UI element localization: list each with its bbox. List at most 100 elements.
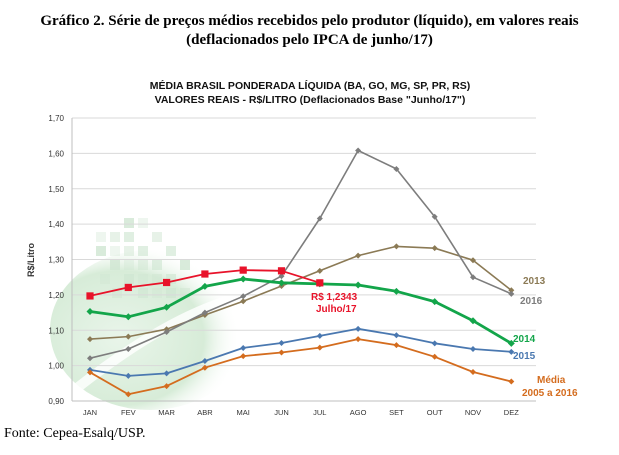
data-point [124,283,132,292]
data-point [240,353,247,360]
data-point [316,344,323,351]
x-tick-label: DEZ [504,408,519,417]
y-tick-label: 1,70 [48,114,64,123]
data-point [277,267,286,275]
data-point [431,353,438,360]
pixel-square [124,218,134,228]
y-tick-label: 1,60 [48,149,64,158]
latest-value-annotation: R$ 1,2343 Julho/17 [311,292,358,315]
data-point [431,298,439,306]
data-point [240,293,247,300]
data-point [163,370,170,377]
y-tick-label: 1,00 [48,362,64,371]
y-tick-label: 0,90 [48,397,64,406]
axes: 0,90 1,00 1,10 1,20 1,30 1,40 1,50 1,60 1,70 JAN F… [48,114,536,417]
figure-heading: Gráfico 2. Série de preços médios recebi… [0,12,619,50]
data-point [201,364,208,371]
data-point [125,333,132,340]
annotation-value: R$ 1,2343 [311,292,358,303]
label-2015: 2015 [513,351,536,362]
data-point [355,147,362,154]
label-media-line1: Média [537,375,566,386]
data-point [125,391,132,398]
pixel-square [180,260,190,270]
x-tick-label: MAI [237,408,250,417]
data-point [278,349,285,356]
data-point [239,275,247,283]
label-2013: 2013 [523,276,546,287]
label-media-line2: 2005 a 2016 [522,388,578,399]
data-point [355,252,362,259]
y-tick-label: 1,30 [48,256,64,265]
data-point [316,332,323,339]
data-point [86,292,94,300]
chart-subtitle: VALORES REAIS - R$/LITRO (Deflacionados … [155,94,466,106]
pixel-square [180,288,190,298]
chart-title: MÉDIA BRASIL PONDERADA LÍQUIDA (BA, GO, … [150,79,470,92]
data-point [125,345,132,352]
pixel-square [152,274,162,284]
data-point [239,266,247,274]
pixel-square [138,260,148,270]
annotation-month: Julho/17 [316,304,357,315]
pixel-square [112,288,122,298]
pixel-square [110,246,120,256]
figure-heading-line1: Gráfico 2. Série de preços médios recebi… [40,13,579,29]
pixel-square [96,246,106,256]
data-point [508,378,515,385]
y-axis-label: R$/Litro [26,243,36,278]
series-lines [86,147,515,398]
pixel-square [138,288,148,298]
data-point [316,267,323,274]
series-2016 [87,147,515,362]
background-decoration [50,218,343,410]
pixel-square [124,246,134,256]
data-point [316,215,323,222]
data-point [87,355,93,362]
series-line [89,338,512,396]
data-point [163,329,170,336]
data-point [470,274,476,281]
pixel-square [96,232,106,242]
series-labels: 2013 2016 2014 2015 Média 2005 a 2016 [513,276,578,399]
x-tick-label: NOV [465,408,481,417]
data-point [431,213,438,220]
data-point [392,287,400,295]
pixel-square [152,232,162,242]
pixel-square [166,288,176,298]
data-point [240,344,247,351]
data-point [201,358,208,365]
pixel-square [110,232,120,242]
x-tick-label: ABR [197,408,213,417]
y-tick-label: 1,10 [48,326,64,335]
x-tick-label: FEV [121,408,136,417]
data-point [431,340,438,347]
data-point [240,298,247,305]
pixel-square [100,274,110,284]
data-point [470,368,476,375]
data-point [278,339,285,346]
series-line [89,245,512,340]
source-note: Fonte: Cepea-Esalq/USP. [4,426,146,441]
data-point [86,308,94,316]
x-tick-label: OUT [427,408,443,417]
x-tick-label: JUL [313,408,326,417]
data-point [508,290,515,297]
data-point [355,336,362,343]
series-2017 [86,266,324,300]
pixel-square [124,232,134,242]
label-2014: 2014 [513,334,536,345]
gridlines [72,117,536,402]
pixel-square [152,288,162,298]
series-m-dia-2005-a-2016 [87,336,515,398]
data-point [87,336,93,343]
x-tick-label: MAR [158,408,175,417]
x-tick-label: AGO [350,408,367,417]
pixel-square [152,260,162,270]
x-tick-label: SET [389,408,404,417]
series-line [89,277,513,345]
pixel-square [124,260,134,270]
data-point [278,279,285,287]
series-line [89,149,512,359]
